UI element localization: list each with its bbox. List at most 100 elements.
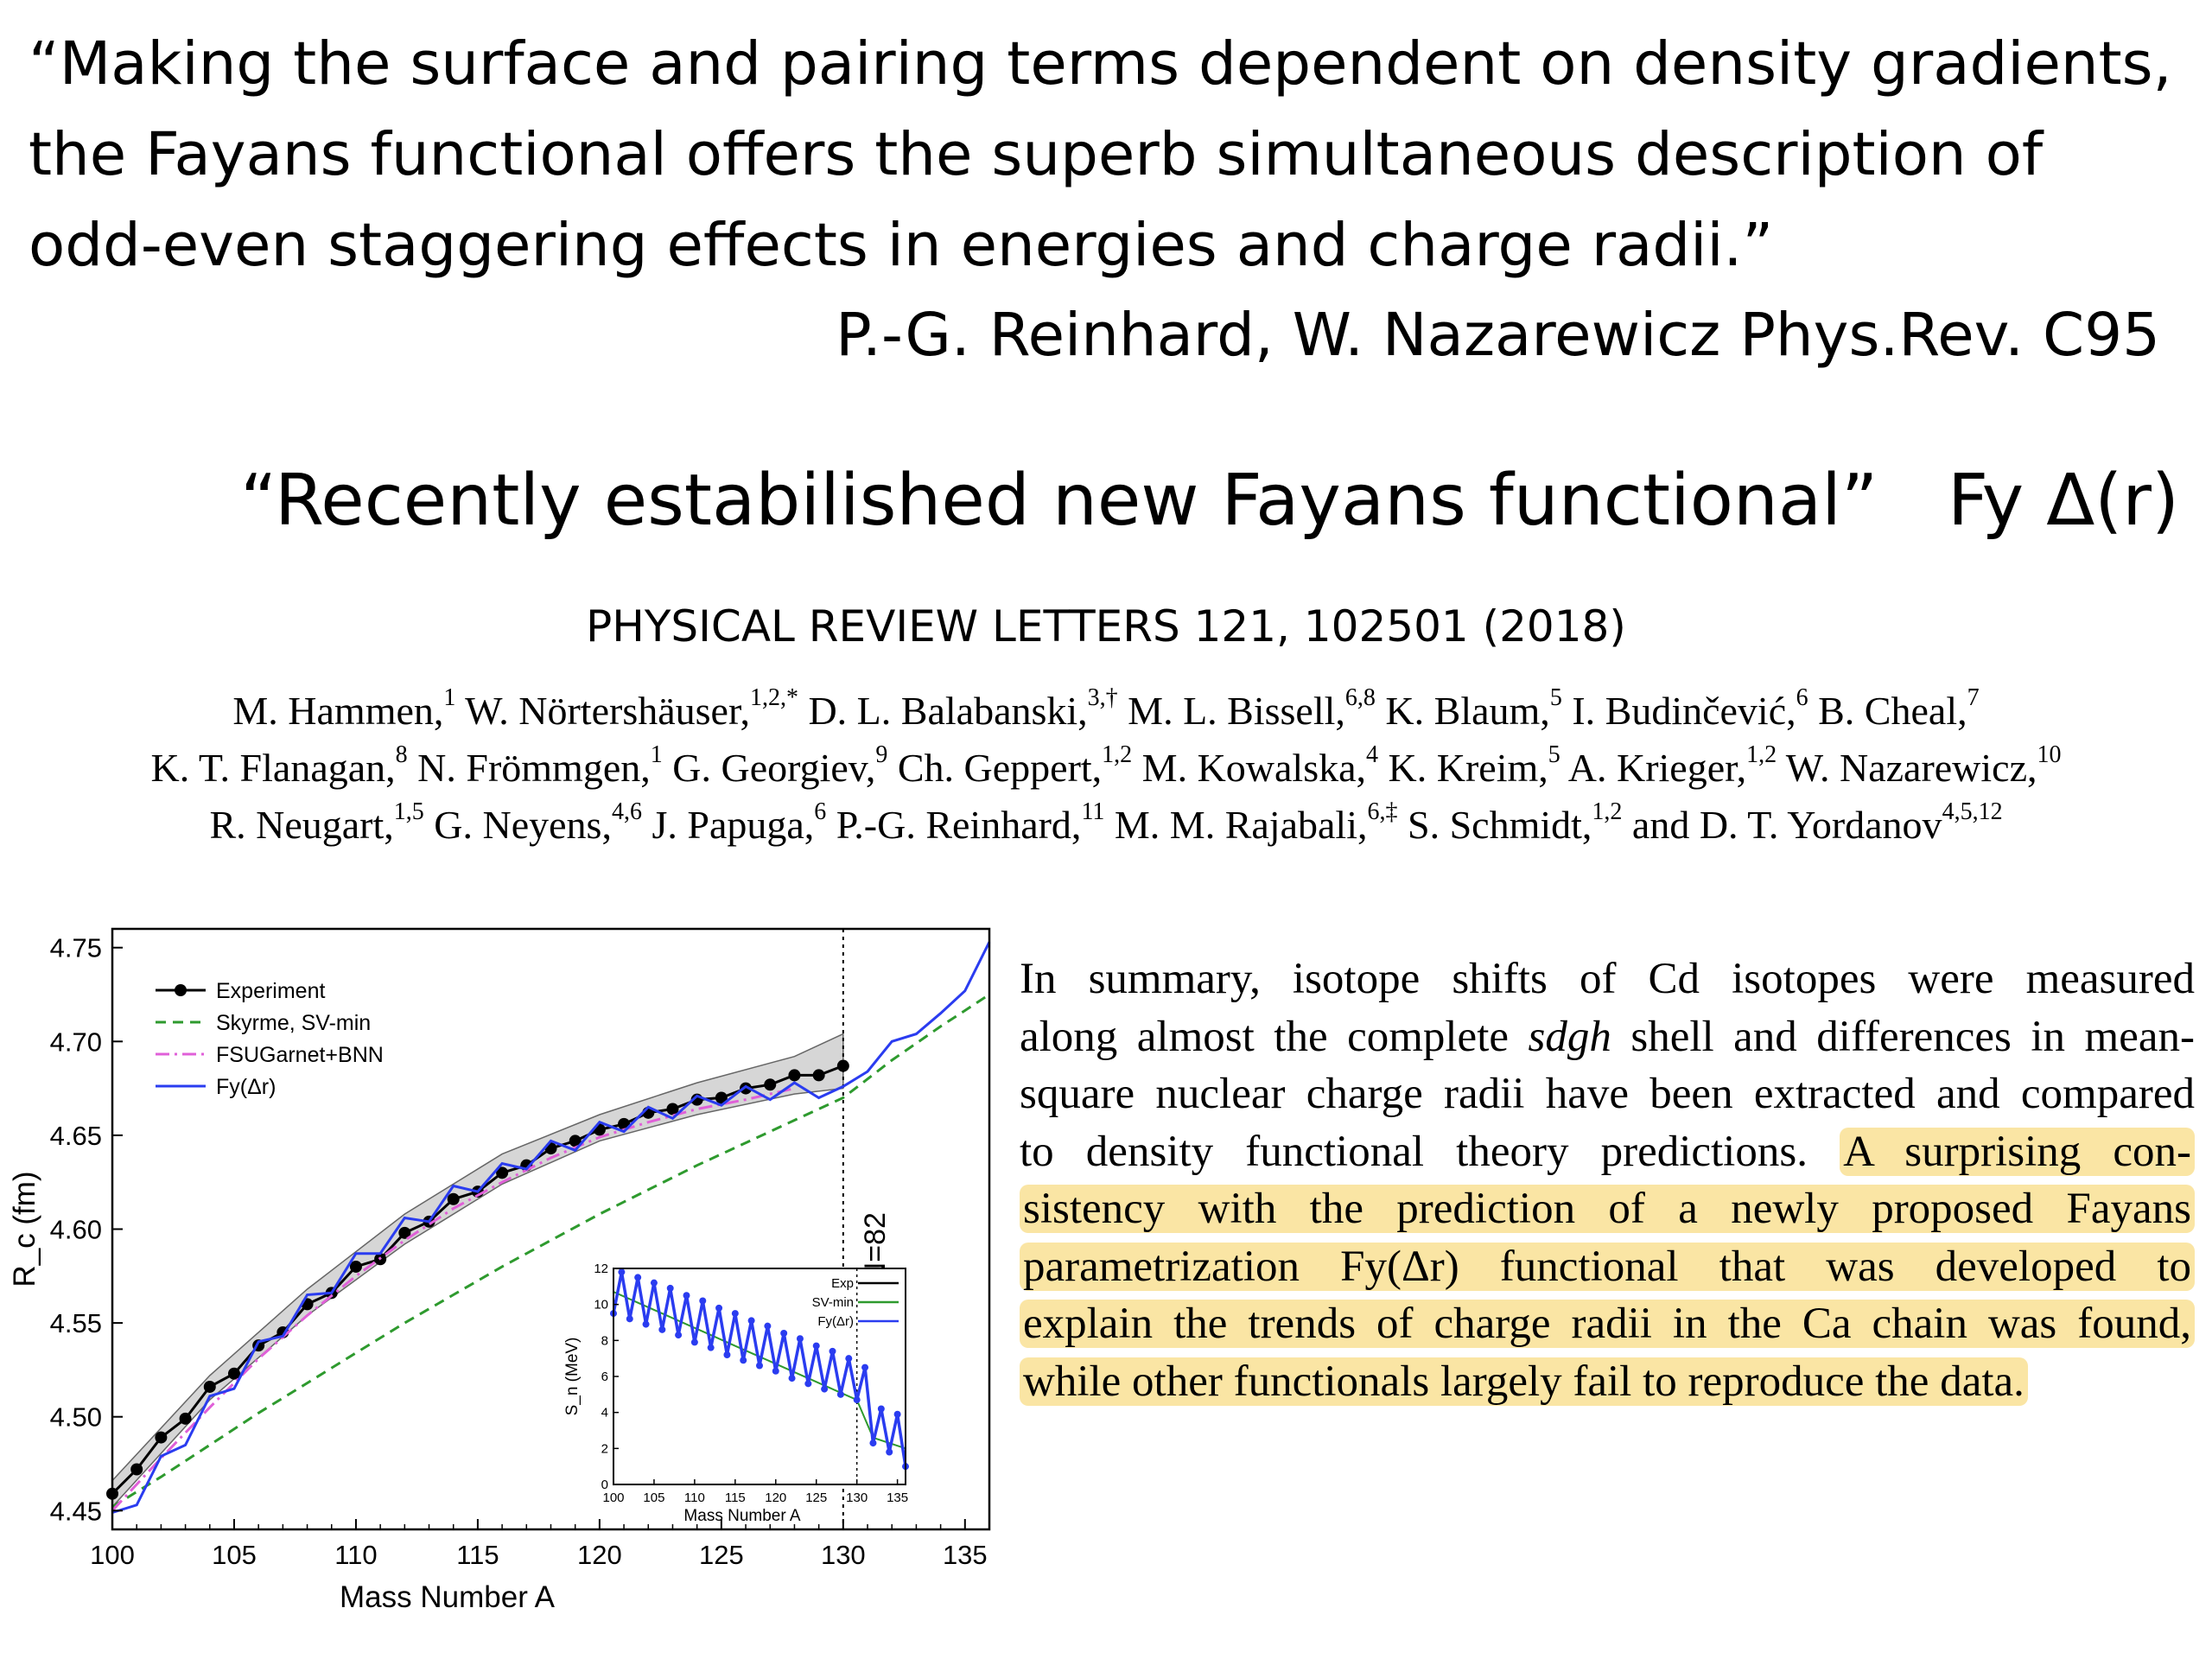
- inset-point: [658, 1325, 666, 1333]
- inset-point: [690, 1338, 698, 1346]
- inset-point: [634, 1274, 642, 1281]
- inset-point: [747, 1317, 755, 1325]
- author-list: M. Hammen,1 W. Nörtershäuser,1,2,* D. L.…: [26, 683, 2186, 854]
- inset-point: [650, 1279, 658, 1287]
- author-name: W. Nazarewicz,: [1785, 746, 2037, 790]
- inset-y-axis-label: S_n (MeV): [563, 1338, 582, 1416]
- inset-point: [845, 1355, 853, 1363]
- inset-point: [642, 1320, 650, 1328]
- inset-point: [618, 1268, 626, 1276]
- summary-line: sistency with the prediction of a newly …: [1020, 1180, 2195, 1238]
- inset-point: [715, 1304, 723, 1312]
- summary-line: explain the trends of charge radii in th…: [1020, 1295, 2195, 1353]
- inset-y-tick-label: 8: [601, 1333, 608, 1348]
- inset-x-tick-label: 110: [684, 1491, 705, 1505]
- y-tick-label: 4.65: [50, 1121, 102, 1151]
- data-point: [155, 1431, 168, 1444]
- inset-x-tick-label: 105: [643, 1491, 664, 1505]
- x-tick-label: 115: [456, 1540, 499, 1570]
- inset-point: [812, 1342, 820, 1350]
- y-axis-label: R_c (fm): [8, 1171, 41, 1287]
- highlighted-text: while other functionals largely fail to …: [1020, 1357, 2028, 1406]
- author-name: N. Frömmgen,: [417, 746, 651, 790]
- summary-text: shell and differences in mean-: [1611, 1012, 2195, 1061]
- data-point: [496, 1166, 509, 1179]
- author-affiliation: 1,2,*: [749, 684, 798, 711]
- inset-point: [764, 1322, 772, 1330]
- inset-point: [626, 1315, 633, 1323]
- series-line-1: [111, 993, 990, 1509]
- second-quote: “Recently estabilished new Fayans functi…: [240, 460, 1878, 542]
- inset-point: [707, 1344, 715, 1351]
- data-point: [788, 1069, 801, 1082]
- quote-line-1: “Making the surface and pairing terms de…: [29, 29, 2172, 99]
- highlighted-text: parametrization Fy(Δr) functional that w…: [1020, 1242, 2195, 1291]
- summary-line: along almost the complete sdgh shell and…: [1020, 1008, 2195, 1066]
- data-point: [836, 1059, 849, 1072]
- y-tick-label: 4.55: [50, 1308, 102, 1338]
- inset-point: [772, 1367, 779, 1375]
- x-tick-label: 105: [212, 1540, 257, 1570]
- inset-point: [796, 1335, 804, 1343]
- y-tick-label: 4.50: [50, 1402, 102, 1433]
- author-affiliation: 1: [443, 684, 456, 711]
- inset-point: [853, 1396, 861, 1404]
- author-name: M. M. Rajabali,: [1114, 803, 1368, 847]
- inset-y-tick-label: 4: [601, 1406, 608, 1421]
- summary-line: In summary, isotope shifts of Cd isotope…: [1020, 950, 2195, 1008]
- inset-x-tick-label: 120: [765, 1491, 786, 1505]
- inset-point: [829, 1347, 836, 1355]
- inset-legend-label: SV-min: [812, 1295, 854, 1310]
- author-name: G. Georgiev,: [672, 746, 876, 790]
- author-affiliation: 11: [1081, 798, 1105, 825]
- y-tick-label: 4.75: [50, 933, 102, 963]
- author-name: W. Nörtershäuser,: [465, 689, 750, 733]
- author-affiliation: 1: [650, 741, 663, 768]
- inset-point: [804, 1380, 812, 1388]
- inset-x-tick-label: 135: [887, 1491, 908, 1505]
- quote-citation: P.-G. Reinhard, W. Nazarewicz Phys.Rev. …: [836, 301, 2160, 370]
- inset-y-tick-label: 10: [594, 1298, 608, 1313]
- author-name: D. L. Balabanski,: [808, 689, 1088, 733]
- author-affiliation: 4,6: [611, 798, 642, 825]
- author-line: K. T. Flanagan,8 N. Frömmgen,1 G. Georgi…: [26, 740, 2186, 797]
- inset-point: [699, 1297, 707, 1305]
- quote-block: “Making the surface and pairing terms de…: [29, 19, 2189, 291]
- author-name: M. Kowalska,: [1141, 746, 1367, 790]
- author-affiliation: 8: [395, 741, 408, 768]
- author-name: M. L. Bissell,: [1128, 689, 1345, 733]
- author-affiliation: 6,8: [1344, 684, 1376, 711]
- author-affiliation: 4,5,12: [1942, 798, 2003, 825]
- data-point: [179, 1412, 192, 1425]
- inset-legend-label: Exp: [831, 1276, 854, 1291]
- data-point: [447, 1192, 460, 1205]
- inset-legend-label: Fy(Δr): [817, 1314, 854, 1329]
- inset-y-tick-label: 6: [601, 1370, 608, 1384]
- legend-marker: [175, 984, 187, 996]
- inset-point: [666, 1284, 674, 1292]
- summary-text: to density functional theory predictions…: [1020, 1127, 1840, 1176]
- inset-background: [613, 1268, 906, 1484]
- summary-text: square nuclear charge radii have been ex…: [1020, 1070, 2195, 1118]
- inset-x-tick-label: 130: [846, 1491, 868, 1505]
- inset-point: [886, 1448, 893, 1456]
- summary-line: parametrization Fy(Δr) functional that w…: [1020, 1238, 2195, 1296]
- author-name: B. Cheal,: [1818, 689, 1967, 733]
- author-affiliation: 6,‡: [1367, 798, 1398, 825]
- inset-point: [861, 1363, 869, 1371]
- inset-point: [731, 1310, 739, 1318]
- x-tick-label: 120: [577, 1540, 622, 1570]
- summary-line: while other functionals largely fail to …: [1020, 1353, 2195, 1411]
- highlighted-text: sistency with the prediction of a newly …: [1020, 1185, 2195, 1233]
- inset-x-tick-label: 115: [725, 1491, 746, 1505]
- legend-label: Skyrme, SV-min: [216, 1011, 371, 1035]
- data-point: [349, 1260, 362, 1273]
- data-point: [398, 1226, 411, 1239]
- author-name: K. T. Flanagan,: [150, 746, 396, 790]
- inset-point: [675, 1332, 683, 1339]
- author-affiliation: 7: [1967, 684, 1980, 711]
- author-name: and D. T. Yordanov: [1631, 803, 1942, 847]
- x-tick-label: 135: [943, 1540, 988, 1570]
- data-point: [227, 1367, 240, 1380]
- legend-label: Experiment: [216, 979, 325, 1003]
